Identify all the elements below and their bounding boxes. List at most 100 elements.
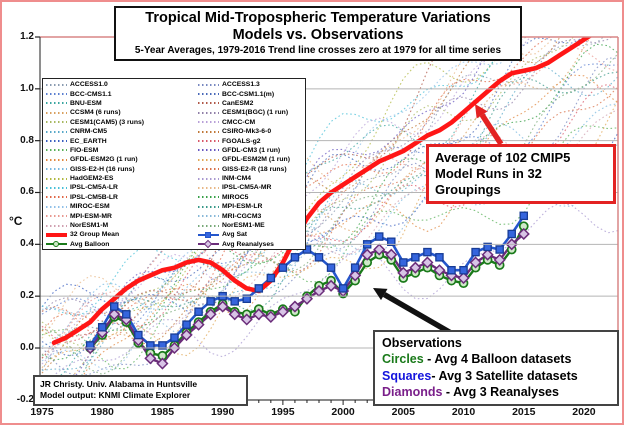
satellite-marker xyxy=(158,341,167,350)
model-run-line xyxy=(41,52,618,375)
black-arrow-head xyxy=(373,288,388,301)
legend-item-label: HadGEM2-ES xyxy=(70,175,114,183)
legend-swatch-dotted-icon xyxy=(46,109,67,117)
model-run-line xyxy=(41,43,618,361)
y-tick-label: 0.2 xyxy=(20,290,34,302)
legend-item: BCC-CMS1.1 xyxy=(46,89,198,98)
legend-swatch-dotted-icon xyxy=(46,99,67,107)
legend-item-label: GFDL-CM3 (1 run) xyxy=(222,146,281,154)
credit-box: JR Christy. Univ. Alabama in Huntsville … xyxy=(33,375,248,406)
legend-swatch-thick-icon xyxy=(46,231,67,239)
legend-swatch-dotted-icon xyxy=(198,146,219,154)
legend-swatch-dotted-icon xyxy=(198,165,219,173)
satellite-marker xyxy=(507,229,516,239)
y-tick-label: 0.6 xyxy=(20,186,34,198)
legend-item-label: CanESM2 xyxy=(222,99,254,107)
model-run-line xyxy=(41,37,554,339)
model-run-line xyxy=(41,37,448,359)
x-tick-label: 1980 xyxy=(90,406,114,418)
cmip5-annotation-line1: Average of 102 CMIP5 xyxy=(435,150,571,165)
legend-item-label: IPSL-CM5B-LR xyxy=(70,193,118,201)
legend-swatch-square-icon xyxy=(198,231,219,239)
observations-row-keyword: Circles xyxy=(382,352,424,367)
legend-swatch-dotted-icon xyxy=(198,156,219,164)
satellite-marker xyxy=(97,323,107,332)
observations-row: Circles - Avg 4 Balloon datasets xyxy=(382,351,610,367)
legend-item: GFDL-CM3 (1 run) xyxy=(198,146,304,155)
model-run-line xyxy=(41,37,574,346)
satellite-marker xyxy=(85,341,95,350)
legend-swatch-dotted-icon xyxy=(46,175,67,183)
observations-rows: Circles - Avg 4 Balloon datasets Squares-… xyxy=(382,351,610,400)
legend-swatch-dotted-icon xyxy=(198,90,219,98)
reanalyses-marker xyxy=(156,357,169,370)
legend-item-label: GFDL-ESM2G (1 run) xyxy=(70,156,138,164)
y-tick-label: 1.0 xyxy=(20,82,34,94)
legend-item-label: FIO-ESM xyxy=(70,146,99,154)
cmip5-annotation-box: Average of 102 CMIP5 Model Runs in 32 Gr… xyxy=(426,144,616,204)
red-arrow-head xyxy=(475,104,488,119)
legend-swatch-diamond-icon xyxy=(198,240,219,249)
legend-item-label: Avg Reanalyses xyxy=(222,240,274,248)
square-marker-icon xyxy=(205,231,211,238)
legend-item: NorESM1-ME xyxy=(198,221,304,230)
satellite-marker xyxy=(170,333,179,342)
legend-item: CESM1(CAM5) (3 runs) xyxy=(46,118,198,127)
legend-item-label: MPI-ESM-MR xyxy=(70,212,112,220)
satellite-marker xyxy=(350,263,360,272)
legend-item: FGOALS-g2 xyxy=(198,136,304,145)
y-tick-label: 0.4 xyxy=(20,238,34,250)
legend-item: BNU-ESM xyxy=(46,99,198,108)
legend-item-label: MIROC5 xyxy=(222,193,249,201)
legend-swatch-dotted-icon xyxy=(198,99,219,107)
reanalyses-marker xyxy=(144,352,157,365)
satellite-marker xyxy=(471,247,480,257)
y-axis-unit-label: °C xyxy=(9,214,23,228)
observations-row-text: - Avg 4 Balloon datasets xyxy=(423,352,572,367)
legend-item-label: CMCC-CM xyxy=(222,118,256,126)
legend-item-label: GISS-E2-R (18 runs) xyxy=(222,165,287,173)
credit-line2: Model output: KNMI Climate Explorer xyxy=(40,390,191,401)
legend-item: INM-CM4 xyxy=(198,174,304,183)
circle-marker-icon xyxy=(53,241,59,248)
x-tick-label: 1995 xyxy=(271,406,295,418)
model-run-line xyxy=(41,37,532,365)
y-tick-label: 1.2 xyxy=(20,30,34,42)
model-run-line xyxy=(41,37,519,349)
legend-item-label: IPSL-CM5A-LR xyxy=(70,184,118,192)
model-run-line xyxy=(41,37,561,374)
reanalyses-marker xyxy=(457,271,470,285)
satellite-marker xyxy=(387,237,396,246)
reanalyses-marker xyxy=(373,243,386,256)
legend-item-label: CCSM4 (6 runs) xyxy=(70,109,121,117)
satellite-marker xyxy=(483,242,492,252)
y-tick-label: -0.2 xyxy=(16,393,34,405)
reanalyses-marker xyxy=(288,300,301,313)
legend-box: ACCESS1.0 BCC-CMS1.1 BNU-ESM CCSM4 (6 runs)… xyxy=(42,78,306,250)
legend-item-label: MRI-CGCM3 xyxy=(222,212,262,220)
reanalyses-marker xyxy=(108,308,121,321)
legend-item-label: GISS-E2-H (16 runs) xyxy=(70,165,135,173)
legend-swatch-dotted-icon xyxy=(46,146,67,154)
reanalyses-marker xyxy=(264,310,277,323)
satellite-marker xyxy=(459,265,468,275)
legend-swatch-dotted-icon xyxy=(46,128,67,136)
legend-item: IPSL-CM5B-LR xyxy=(46,193,198,202)
legend-item: HadGEM2-ES xyxy=(46,174,198,183)
reanalyses-marker xyxy=(481,248,494,261)
legend-swatch-dotted-icon xyxy=(198,109,219,117)
reanalyses-marker xyxy=(469,256,482,269)
legend-item-label: CESM1(CAM5) (3 runs) xyxy=(70,118,145,126)
model-run-line xyxy=(42,37,592,390)
legend-item-label: 32 Group Mean xyxy=(70,231,120,239)
satellite-marker xyxy=(374,232,384,241)
legend-swatch-dotted-icon xyxy=(198,212,219,220)
y-tick-label: 0.0 xyxy=(20,342,34,353)
diamond-marker-icon xyxy=(203,240,213,249)
x-tick-label: 2010 xyxy=(451,406,476,418)
satellite-marker xyxy=(242,294,251,304)
red-arrow-shaft xyxy=(479,113,504,146)
legend-item: FIO-ESM xyxy=(46,146,198,155)
reanalyses-marker xyxy=(204,308,217,321)
